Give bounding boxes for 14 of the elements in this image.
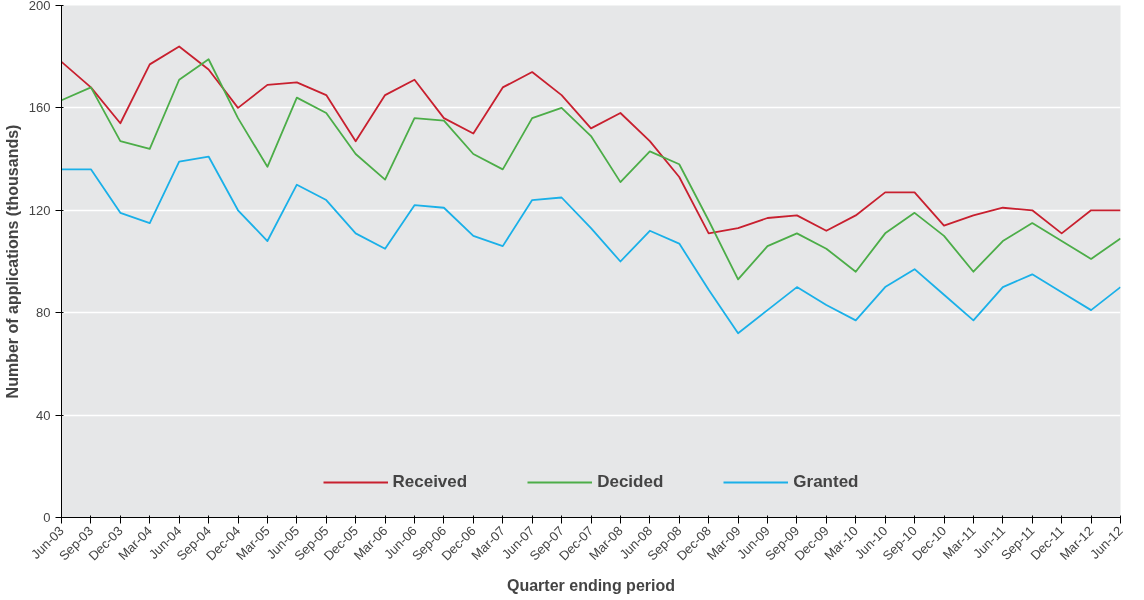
legend-label: Decided [597,472,664,492]
y-axis-title: Number of applications (thousands) [3,124,21,399]
y-tick-label: 80 [36,305,51,321]
line-series [61,45,1121,235]
legend-label: Granted [793,472,859,492]
y-tick-label: 200 [28,0,51,13]
line-series [61,58,1121,281]
y-tick-label: 40 [36,407,51,423]
line-series [61,155,1121,335]
y-tick-label: 0 [43,510,51,525]
y-tick-label: 160 [28,100,51,116]
legend-label: Received [392,472,468,492]
y-tick-label: 120 [28,202,51,218]
x-axis-title: Quarter ending period [506,576,676,594]
